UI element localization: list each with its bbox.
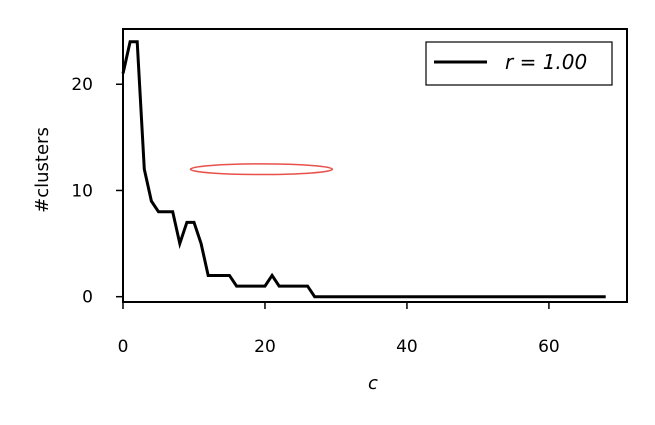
x-tick-label: 20: [254, 337, 276, 357]
y-axis-label: #clusters: [32, 127, 53, 213]
axes-ticks: 0 20 40 60 0 10 20: [71, 75, 559, 357]
y-tick-label: 0: [82, 288, 93, 308]
plot-area: [121, 28, 628, 303]
plot-frame: [122, 28, 628, 303]
x-tick-label: 40: [396, 337, 418, 357]
y-tick-label: 10: [71, 181, 93, 201]
series-line-0: [121, 40, 606, 299]
x-tick-label: 60: [538, 337, 560, 357]
y-tick-label: 20: [71, 75, 93, 95]
x-tick-label: 0: [118, 337, 129, 357]
x-axis-label: c: [368, 373, 378, 394]
legend-label: r = 1.00: [505, 50, 587, 74]
annotation-ellipse-0: [189, 163, 334, 176]
legend: r = 1.00: [425, 41, 613, 86]
